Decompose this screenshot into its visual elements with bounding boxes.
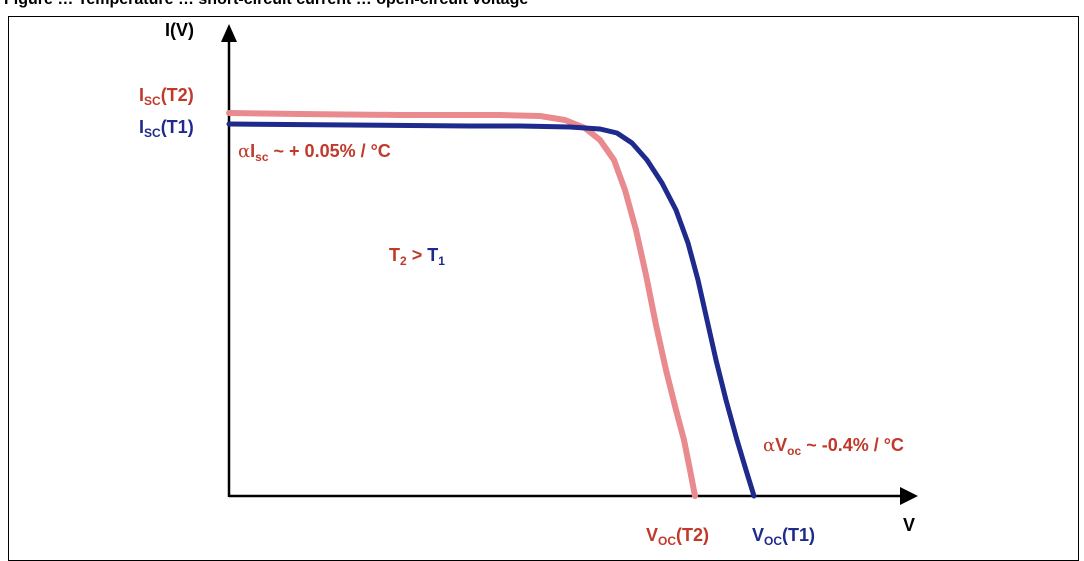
isc-t1-label: ISC(T1): [139, 117, 194, 140]
curve-t2: [226, 110, 698, 499]
voc-t2-label: VOC(T2): [646, 525, 710, 548]
voc-t1-label: VOC(T1): [752, 525, 816, 548]
alpha-isc-label: αIsc ~ + 0.05% / °C: [238, 141, 391, 164]
x-axis-arrow-icon: [900, 487, 918, 505]
temperature-relation-label: T2 > T1: [389, 245, 445, 268]
y-axis-label: I(V): [165, 20, 194, 40]
figure-caption-cropped: Figure … Temperature … short-circuit cur…: [0, 0, 1084, 10]
curve-t1: [226, 121, 757, 499]
x-axis-label: V: [903, 515, 916, 535]
y-axis-arrow-icon: [221, 24, 237, 42]
alpha-voc-label: αVoc ~ -0.4% / °C: [763, 435, 904, 458]
isc-t2-label: ISC(T2): [139, 85, 194, 108]
